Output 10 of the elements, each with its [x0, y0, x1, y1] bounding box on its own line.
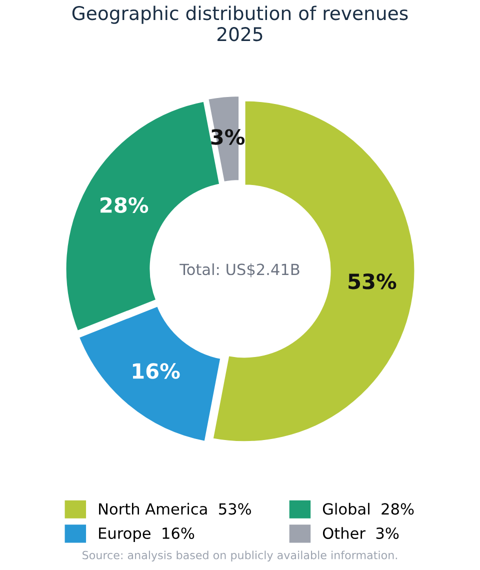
data-label: 16% — [132, 363, 180, 379]
legend-label: Global 28% — [322, 502, 414, 515]
text: Total: US$2.41B — [180, 263, 300, 278]
source-note: Source: analysis based on publicly available information. — [82, 550, 397, 562]
legend-label: Other 3% — [322, 527, 399, 540]
data-label: 53% — [348, 274, 396, 290]
data-label: 28% — [100, 197, 148, 213]
legend-label: Europe 16% — [99, 527, 194, 542]
chart-title: Geographic distribution of revenues 2025 — [72, 6, 408, 42]
legend-label: North America 53% — [99, 502, 251, 515]
